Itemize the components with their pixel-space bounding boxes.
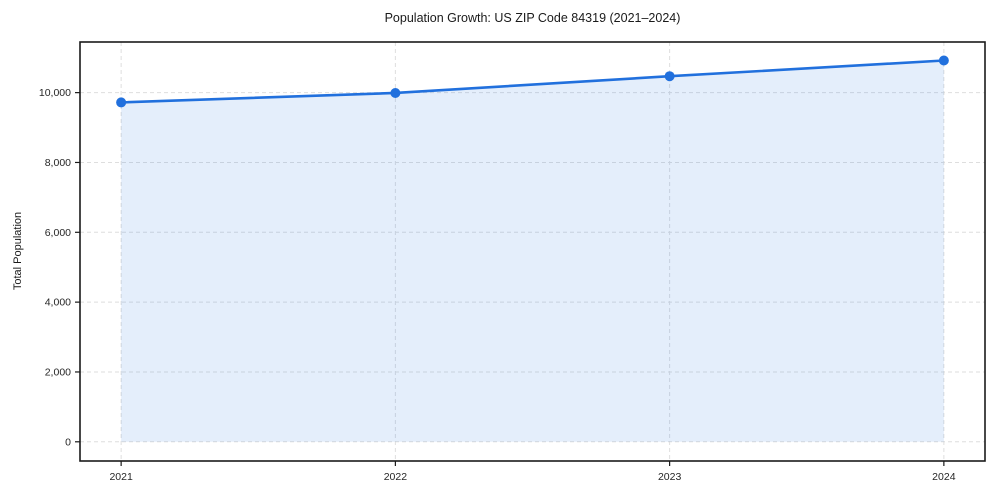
data-point-2023 bbox=[664, 71, 675, 82]
data-point-2021 bbox=[116, 97, 127, 108]
plot-border bbox=[79, 41, 986, 462]
data-point-2022 bbox=[390, 87, 401, 98]
y-tick-label: 2,000 bbox=[45, 366, 71, 378]
y-tick-label: 4,000 bbox=[45, 297, 71, 309]
x-tick-label: 2023 bbox=[658, 471, 682, 483]
data-point-2024 bbox=[938, 55, 949, 66]
area-fill bbox=[121, 60, 944, 442]
y-tick-label: 6,000 bbox=[45, 227, 71, 239]
x-tick-label: 2021 bbox=[109, 471, 133, 483]
y-tick-label: 10,000 bbox=[39, 87, 71, 99]
x-tick-label: 2022 bbox=[384, 471, 408, 483]
y-tick-label: 0 bbox=[65, 436, 71, 448]
population-line bbox=[119, 59, 946, 104]
x-tick-label: 2024 bbox=[932, 471, 956, 483]
chart-title: Population Growth: US ZIP Code 84319 (20… bbox=[384, 11, 681, 25]
y-tick-label: 8,000 bbox=[45, 157, 71, 169]
